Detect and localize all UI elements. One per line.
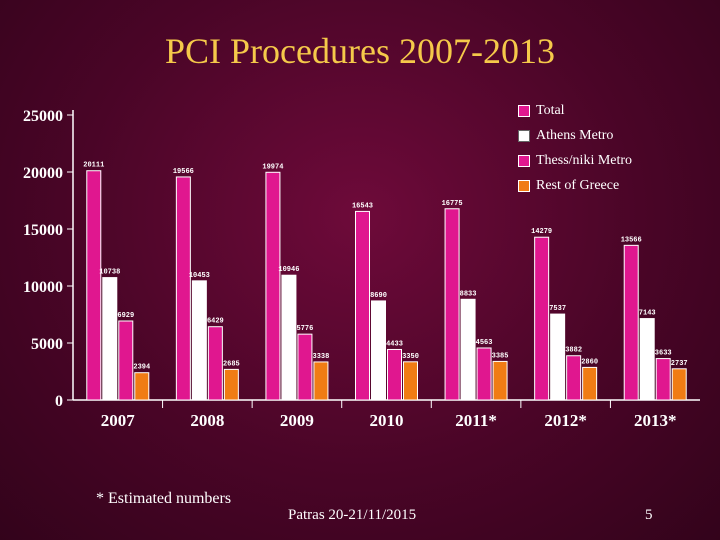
bar-3 xyxy=(671,368,687,401)
bar-2 xyxy=(118,320,134,401)
bar-0 xyxy=(265,171,281,401)
bar-3 xyxy=(313,361,329,401)
bar-2 xyxy=(566,355,582,401)
legend-item-thessaloniki: Thess/niki Metro xyxy=(518,148,632,173)
bar-1 xyxy=(639,318,655,401)
legend-label: Total xyxy=(536,102,565,118)
data-label: 3385 xyxy=(492,352,509,360)
x-tick-label: 2008 xyxy=(190,411,224,430)
legend-item-athens: Athens Metro xyxy=(518,123,632,148)
data-label: 10738 xyxy=(99,269,120,277)
bar-2 xyxy=(655,358,671,401)
data-label: 3338 xyxy=(313,353,330,361)
y-tick-label: 15000 xyxy=(23,222,63,239)
legend-swatch-athens xyxy=(518,129,530,142)
page-number: 5 xyxy=(645,507,653,523)
bar-1 xyxy=(550,313,566,401)
bar-0 xyxy=(175,176,191,401)
bar-1 xyxy=(460,298,476,401)
bar-2 xyxy=(207,326,223,401)
chart-legend: Total Athens Metro Thess/niki Metro Rest… xyxy=(518,98,632,198)
y-tick-label: 20000 xyxy=(23,165,63,182)
bar-1 xyxy=(281,274,297,401)
data-label: 4433 xyxy=(386,340,403,348)
data-label: 3882 xyxy=(565,347,582,355)
bar-0 xyxy=(534,236,550,401)
data-label: 5776 xyxy=(297,325,314,333)
data-label: 2860 xyxy=(581,358,598,366)
slide-title: PCI Procedures 2007-2013 xyxy=(165,31,555,71)
data-label: 13566 xyxy=(621,236,642,244)
bar-3 xyxy=(403,361,418,401)
data-label: 2394 xyxy=(133,364,150,372)
x-tick-label: 2013* xyxy=(634,411,677,430)
bar-3 xyxy=(223,368,239,401)
bar-0 xyxy=(444,208,460,401)
data-label: 14279 xyxy=(531,228,552,236)
data-label: 3633 xyxy=(655,350,672,358)
data-label: 16775 xyxy=(442,200,463,208)
bar-2 xyxy=(387,348,402,401)
data-label: 16543 xyxy=(352,202,373,210)
bar-1 xyxy=(191,280,207,401)
data-label: 3350 xyxy=(402,353,419,361)
data-label: 8833 xyxy=(460,290,477,298)
legend-label: Rest of Greece xyxy=(536,177,620,193)
data-label: 10453 xyxy=(189,272,210,280)
data-label: 19974 xyxy=(262,163,283,171)
data-label: 20111 xyxy=(83,162,104,170)
bar-0 xyxy=(86,170,102,401)
legend-swatch-rest xyxy=(518,179,530,192)
x-tick-label: 2012* xyxy=(544,411,587,430)
data-label: 6929 xyxy=(117,312,134,320)
data-label: 19566 xyxy=(173,168,194,176)
data-label: 10946 xyxy=(278,266,299,274)
bar-0 xyxy=(623,244,639,401)
x-tick-label: 2010 xyxy=(370,411,404,430)
bar-3 xyxy=(492,360,508,401)
x-tick-label: 2011* xyxy=(455,411,497,430)
legend-item-rest: Rest of Greece xyxy=(518,173,632,198)
bar-2 xyxy=(476,347,492,401)
data-label: 7537 xyxy=(549,305,566,313)
bar-3 xyxy=(582,366,598,401)
legend-swatch-thessaloniki xyxy=(518,154,530,167)
y-tick-label: 25000 xyxy=(23,108,63,125)
data-label: 2737 xyxy=(671,360,688,368)
bar-2 xyxy=(297,333,313,401)
data-label: 7143 xyxy=(639,310,656,318)
y-tick-label: 5000 xyxy=(31,336,63,353)
bar-0 xyxy=(355,210,370,401)
x-tick-label: 2009 xyxy=(280,411,314,430)
y-tick-label: 0 xyxy=(55,393,63,410)
y-tick-label: 10000 xyxy=(23,279,63,296)
event-place-date: Patras 20-21/11/2015 xyxy=(288,507,417,523)
bar-3 xyxy=(134,372,150,401)
data-label: 2685 xyxy=(223,360,240,368)
footnote: * Estimated numbers xyxy=(96,490,232,507)
bar-1 xyxy=(371,300,386,401)
legend-item-total: Total xyxy=(518,98,632,123)
bar-1 xyxy=(102,277,118,401)
legend-label: Thess/niki Metro xyxy=(536,152,633,168)
x-tick-label: 2007 xyxy=(101,411,136,430)
legend-label: Athens Metro xyxy=(536,127,614,143)
data-label: 4563 xyxy=(476,339,493,347)
legend-swatch-total xyxy=(518,104,530,117)
data-label: 6429 xyxy=(207,318,224,326)
data-label: 8690 xyxy=(370,292,387,300)
